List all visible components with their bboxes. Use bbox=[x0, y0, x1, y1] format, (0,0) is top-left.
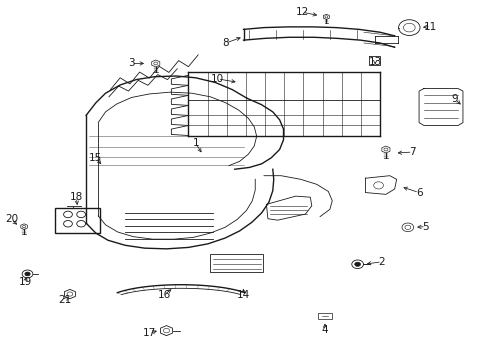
Text: 4: 4 bbox=[321, 325, 327, 335]
Text: 3: 3 bbox=[128, 58, 134, 68]
Polygon shape bbox=[151, 60, 160, 67]
Text: 15: 15 bbox=[89, 153, 102, 163]
Text: 10: 10 bbox=[211, 74, 224, 84]
Circle shape bbox=[398, 20, 419, 36]
Text: 20: 20 bbox=[5, 215, 18, 224]
Text: 9: 9 bbox=[451, 94, 458, 104]
Bar bbox=[318, 313, 331, 319]
Polygon shape bbox=[160, 325, 172, 336]
Text: 18: 18 bbox=[69, 192, 83, 202]
Text: 21: 21 bbox=[58, 295, 72, 305]
Bar bbox=[55, 208, 100, 233]
Text: 1: 1 bbox=[192, 139, 199, 148]
Text: 5: 5 bbox=[422, 222, 428, 231]
Circle shape bbox=[25, 272, 30, 276]
Bar bbox=[210, 253, 263, 272]
Text: 6: 6 bbox=[415, 188, 422, 198]
Text: 13: 13 bbox=[368, 57, 381, 67]
Text: 19: 19 bbox=[19, 277, 32, 287]
Polygon shape bbox=[323, 14, 329, 19]
Circle shape bbox=[351, 260, 363, 269]
Text: 16: 16 bbox=[157, 290, 170, 300]
Circle shape bbox=[401, 223, 413, 231]
Polygon shape bbox=[381, 146, 389, 153]
Text: 17: 17 bbox=[142, 328, 156, 338]
Text: 12: 12 bbox=[295, 7, 308, 17]
Circle shape bbox=[354, 262, 360, 266]
Text: 7: 7 bbox=[408, 147, 415, 157]
Text: 14: 14 bbox=[236, 290, 250, 300]
Text: 8: 8 bbox=[222, 38, 229, 48]
Polygon shape bbox=[64, 289, 75, 299]
Circle shape bbox=[22, 270, 33, 278]
Text: 2: 2 bbox=[378, 257, 385, 267]
Polygon shape bbox=[21, 224, 27, 229]
Text: 11: 11 bbox=[423, 22, 436, 32]
